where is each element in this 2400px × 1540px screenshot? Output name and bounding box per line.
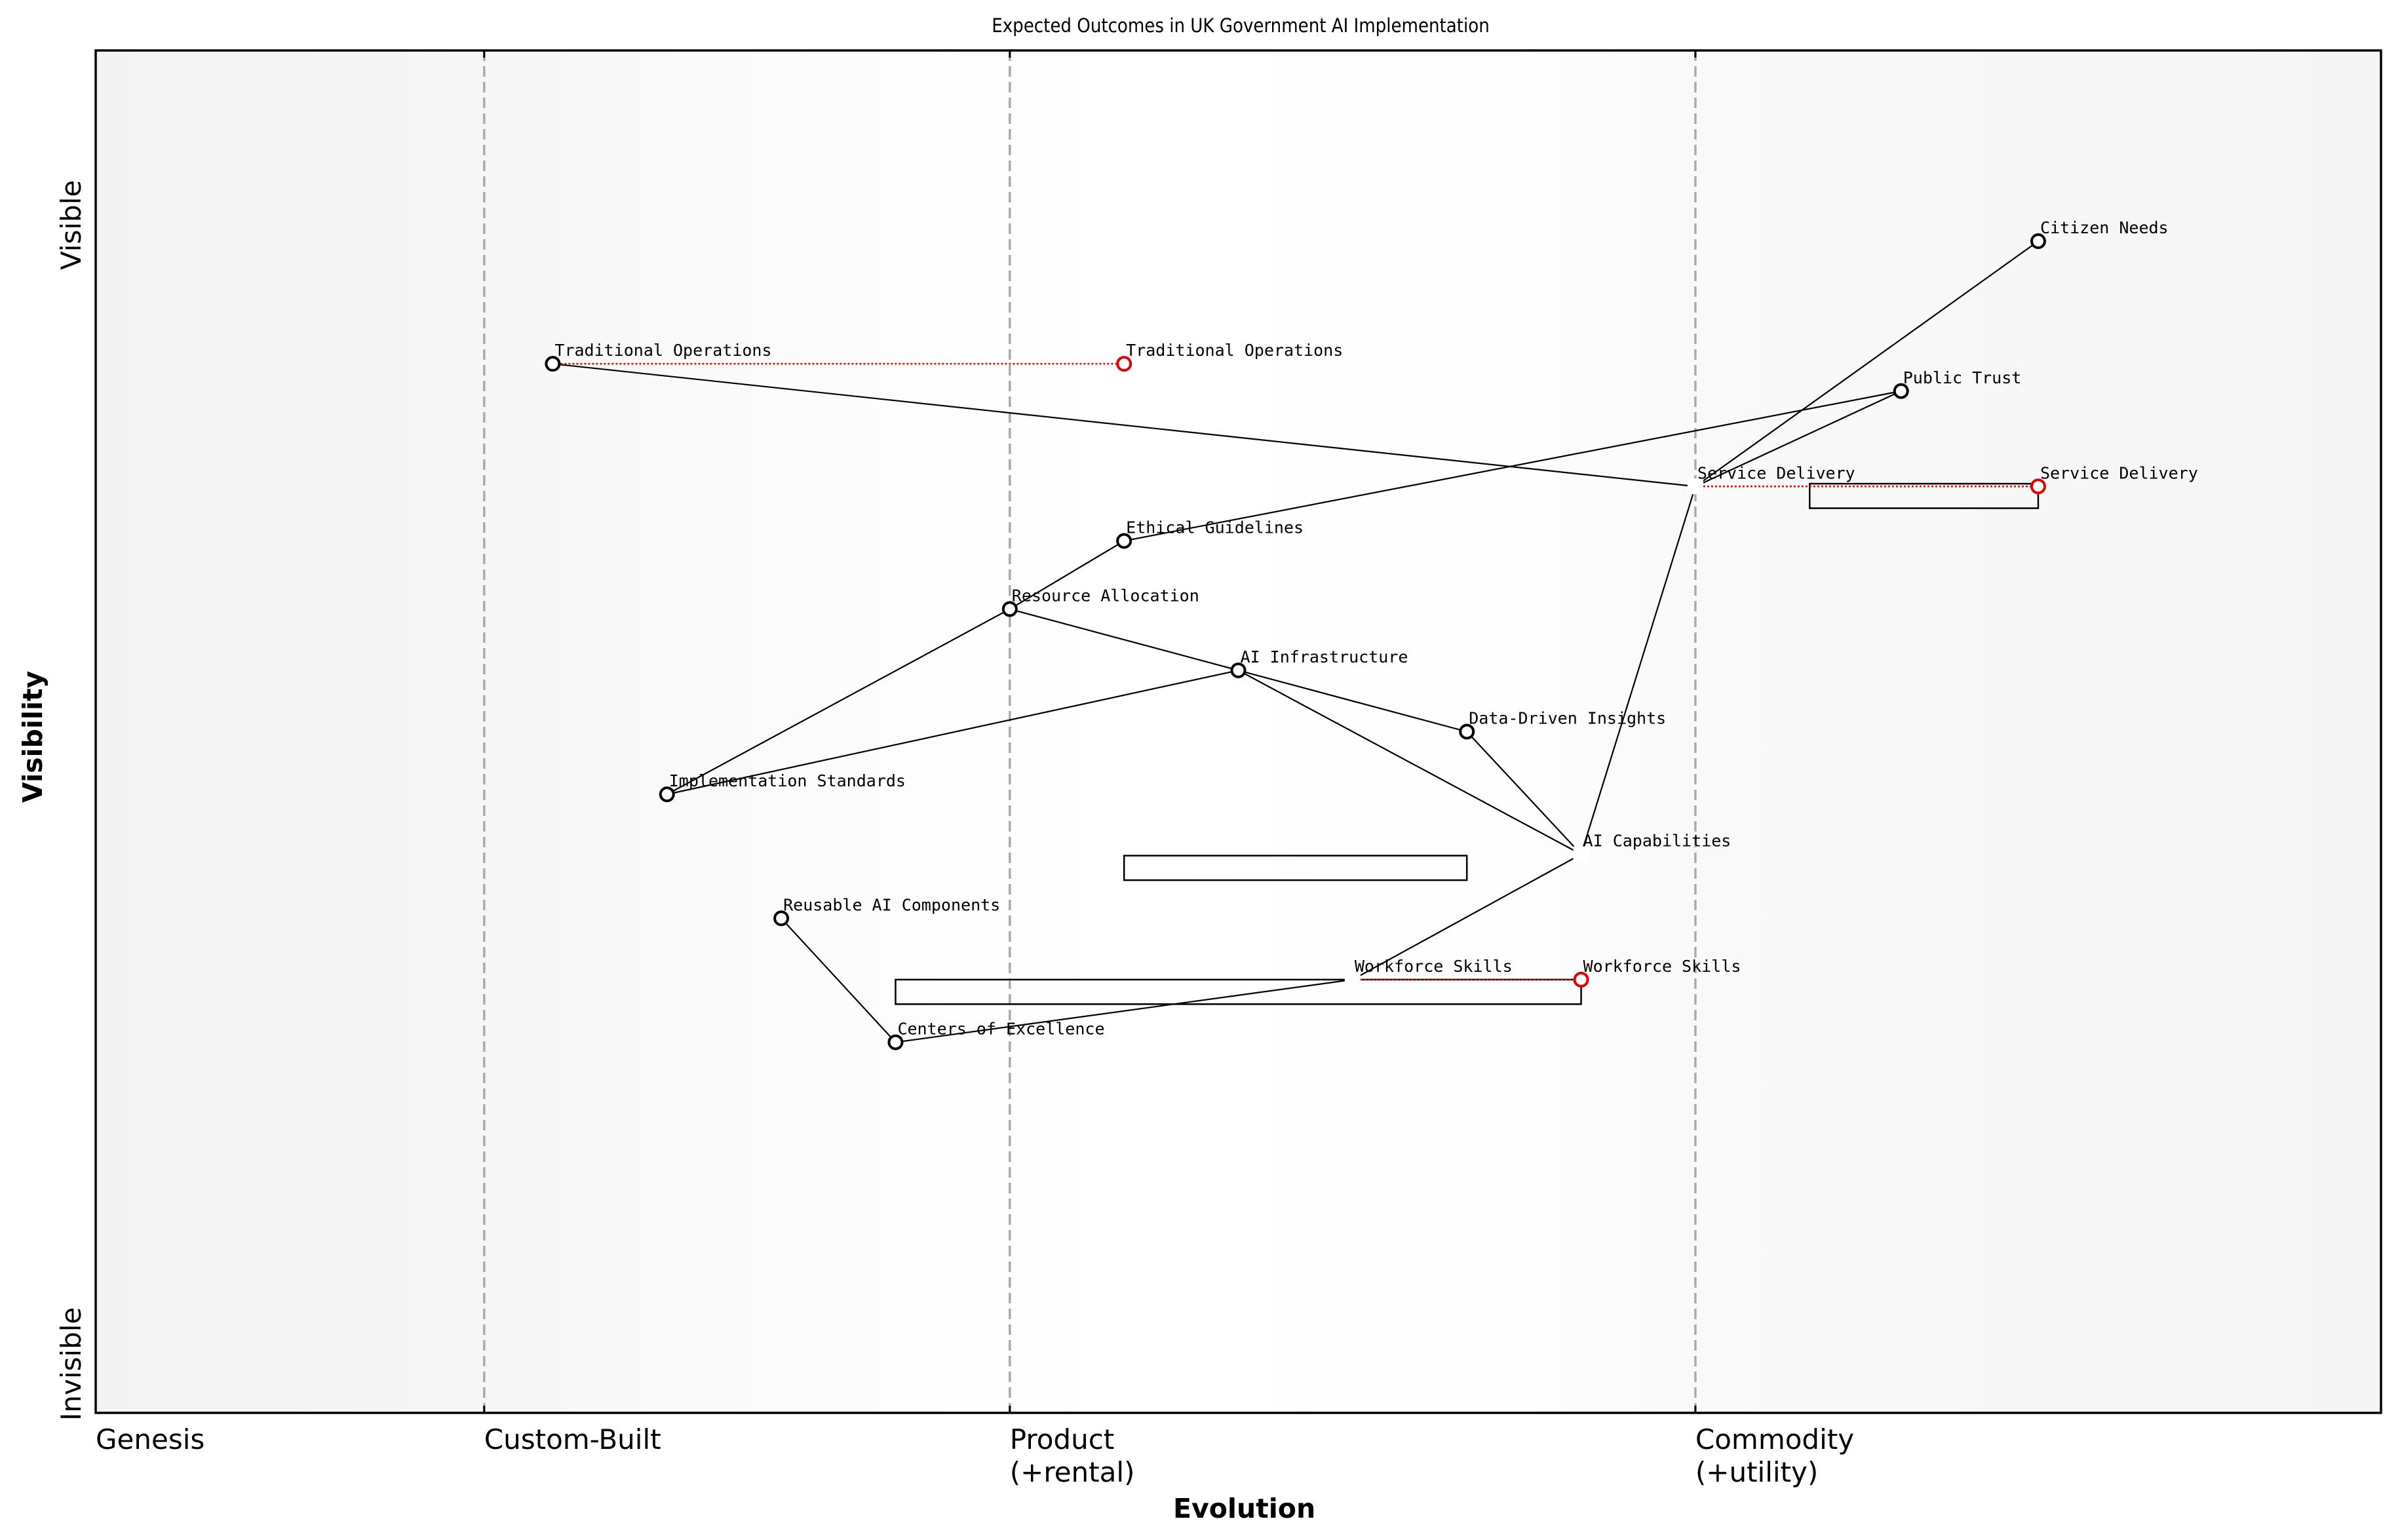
link-ai-infrastructure-to-data-driven-insights xyxy=(1238,669,1467,733)
evolution-lines xyxy=(552,362,2038,981)
components: Traditional Operations Service Delivery Wo… xyxy=(545,218,2198,1050)
node-citizen-needs[interactable] xyxy=(2030,233,2046,250)
node-label-centers-of-excellence: Centers of Excellence xyxy=(897,1020,1104,1039)
stage-label-custom-built: Custom-Built xyxy=(484,1423,661,1455)
node-label-implementation-standards: Implementation Standards xyxy=(669,771,906,790)
stage-label-commodity-utility-: Commodity (+utility) xyxy=(1695,1423,1855,1488)
node-label-traditional-operations: Traditional Operations xyxy=(554,341,771,360)
evolved-label-service-delivery: Service Delivery xyxy=(2040,463,2198,482)
node-data-driven-insights[interactable] xyxy=(1459,723,1475,740)
node-ai-infrastructure[interactable] xyxy=(1230,662,1247,678)
y-axis-top-label: Visible xyxy=(55,180,87,270)
axis-ticks xyxy=(483,50,1697,1413)
plot-frame xyxy=(94,49,2382,1414)
link-citizen-needs-to-service-delivery xyxy=(1695,241,2039,488)
link-reusable-ai-components-to-centers-of-excellence xyxy=(781,917,897,1043)
node-label-ai-infrastructure: AI Infrastructure xyxy=(1241,647,1408,666)
link-data-driven-insights-to-ai-capabilities xyxy=(1466,731,1582,855)
chart-title: Expected Outcomes in UK Government AI Im… xyxy=(992,14,1490,37)
link-ethical-guidelines-to-resource-allocation xyxy=(1009,540,1125,610)
link-resource-allocation-to-implementation-standards xyxy=(667,608,1011,796)
link-public-trust-to-service-delivery xyxy=(1695,390,1902,488)
link-ai-capabilities-to-workforce-skills xyxy=(1352,853,1582,980)
evolved-label-workforce-skills: Workforce Skills xyxy=(1583,957,1741,976)
link-service-delivery-to-traditional-operations xyxy=(552,363,1696,488)
node-label-workforce-skills: Workforce Skills xyxy=(1355,957,1513,976)
hidden-node-ai-capabilities[interactable] xyxy=(1573,846,1589,862)
node-reusable-ai-components[interactable] xyxy=(773,910,790,927)
link-workforce-skills-to-centers-of-excellence xyxy=(895,978,1353,1043)
x-axis-label: Evolution xyxy=(1173,1493,1316,1524)
pipeline-box xyxy=(895,978,1582,1005)
hidden-node-service-delivery[interactable] xyxy=(1687,478,1703,495)
evolved-label-traditional-operations: Traditional Operations xyxy=(1126,341,1343,360)
node-traditional-operations[interactable] xyxy=(545,356,561,372)
node-label-resource-allocation: Resource Allocation xyxy=(1012,586,1199,605)
link-ai-infrastructure-to-ai-capabilities xyxy=(1237,669,1582,855)
evolved-node-service-delivery[interactable] xyxy=(2030,478,2046,495)
node-label-citizen-needs: Citizen Needs xyxy=(2040,218,2169,237)
evolved-node-workforce-skills[interactable] xyxy=(1573,971,1589,988)
pipeline-box xyxy=(1123,855,1468,881)
link-public-trust-to-ethical-guidelines xyxy=(1123,390,1901,542)
y-axis-label: Visibility xyxy=(17,670,48,803)
node-label-ai-capabilities: AI Capabilities xyxy=(1583,832,1732,851)
node-label-data-driven-insights: Data-Driven Insights xyxy=(1469,709,1666,728)
node-ethical-guidelines[interactable] xyxy=(1116,533,1132,549)
evolved-node-traditional-operations[interactable] xyxy=(1116,356,1132,372)
link-resource-allocation-to-ai-infrastructure xyxy=(1009,608,1239,672)
stage-dividers xyxy=(483,50,1697,1413)
node-label-service-delivery: Service Delivery xyxy=(1697,463,1855,482)
link-service-delivery-to-ai-capabilities xyxy=(1580,486,1696,855)
hidden-node-workforce-skills[interactable] xyxy=(1344,971,1361,988)
y-axis-bottom-label: Invisible xyxy=(55,1307,87,1421)
dependency-links xyxy=(552,241,2039,1043)
pipelines xyxy=(895,482,2040,1005)
node-public-trust[interactable] xyxy=(1893,383,1909,399)
plot-background xyxy=(96,50,2381,1413)
node-label-reusable-ai-components: Reusable AI Components xyxy=(783,895,1000,914)
node-resource-allocation[interactable] xyxy=(1001,601,1018,617)
stage-label-genesis: Genesis xyxy=(96,1423,205,1455)
stage-label-product-rental-: Product (+rental) xyxy=(1009,1423,1135,1488)
node-centers-of-excellence[interactable] xyxy=(887,1034,904,1050)
node-label-ethical-guidelines: Ethical Guidelines xyxy=(1126,518,1304,537)
link-implementation-standards-to-ai-infrastructure xyxy=(667,669,1239,796)
pipeline-box xyxy=(1809,482,2040,509)
node-label-public-trust: Public Trust xyxy=(1903,368,2022,387)
node-implementation-standards[interactable] xyxy=(659,786,675,803)
